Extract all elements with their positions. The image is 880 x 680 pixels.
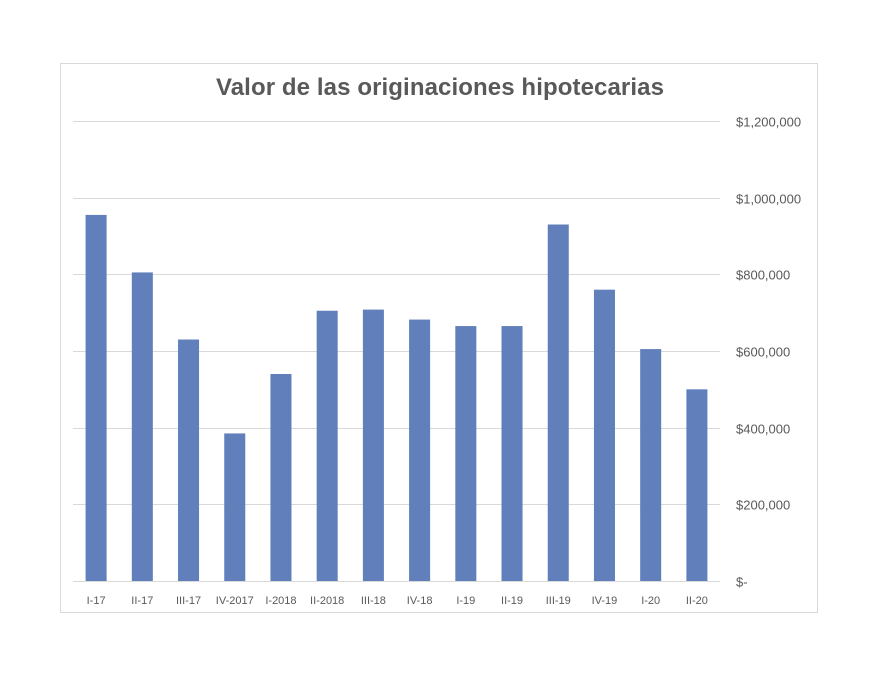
bar (409, 319, 431, 581)
y-tick-label: $- (736, 575, 748, 590)
bar (316, 310, 338, 581)
x-category-label: III-18 (361, 595, 386, 607)
bars (85, 214, 708, 582)
x-category-label: II-2018 (310, 595, 344, 607)
bar (224, 433, 246, 581)
bar (455, 326, 477, 581)
y-axis-tick-labels: $- $200,000 $400,000 $600,000 $800,000 $1,000… (736, 115, 801, 590)
x-category-label: II-20 (686, 595, 708, 607)
bar (362, 309, 384, 581)
y-tick-label: $400,000 (736, 422, 790, 437)
x-category-label: I-19 (456, 595, 475, 607)
x-category-label: I-2018 (265, 595, 296, 607)
x-category-label: II-17 (131, 595, 153, 607)
bar (686, 389, 708, 581)
chart-title: Valor de las originaciones hipotecarias (215, 74, 665, 101)
x-category-label: I-20 (641, 595, 660, 607)
bar (178, 339, 200, 581)
x-category-label: III-17 (176, 595, 201, 607)
x-category-label: IV-19 (592, 595, 618, 607)
bar (501, 326, 523, 581)
y-tick-label: $200,000 (736, 498, 790, 513)
y-tick-label: $600,000 (736, 345, 790, 360)
x-category-label: III-19 (546, 595, 571, 607)
x-category-label: II-19 (501, 595, 523, 607)
x-category-label: IV-18 (407, 595, 433, 607)
bar (270, 374, 292, 581)
bar (547, 224, 569, 581)
x-category-label: I-17 (87, 595, 106, 607)
y-tick-label: $800,000 (736, 268, 790, 283)
bar (85, 214, 107, 582)
bar (593, 289, 615, 581)
x-category-label: IV-2017 (216, 595, 254, 607)
y-tick-label: $1,000,000 (736, 192, 801, 207)
bar (131, 272, 153, 581)
bar (640, 349, 662, 581)
x-axis-category-labels: I-17 II-17 III-17 IV-2017 I-2018 II-2018 III-1… (87, 595, 708, 607)
gridlines (73, 121, 720, 582)
y-tick-label: $1,200,000 (736, 115, 801, 130)
